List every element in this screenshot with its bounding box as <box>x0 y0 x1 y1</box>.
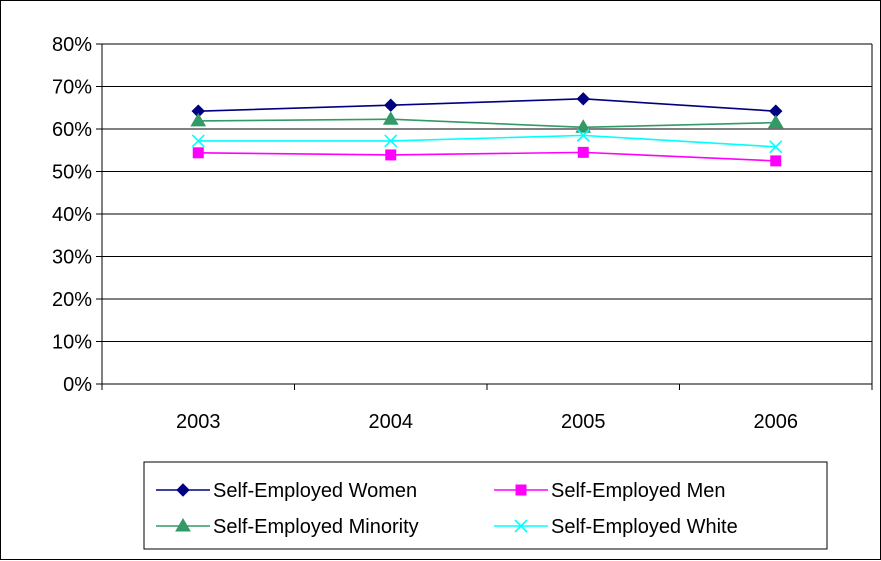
legend-marker-square <box>515 484 527 496</box>
legend-label: Self-Employed Women <box>213 480 417 502</box>
y-tick-label: 50% <box>52 162 92 184</box>
y-tick-label: 0% <box>63 374 92 396</box>
legend-item: Self-Employed Men <box>494 480 726 502</box>
y-tick-label: 30% <box>52 247 92 269</box>
data-point-square <box>385 149 397 161</box>
legend-item: Self-Employed White <box>494 516 738 538</box>
data-point-x <box>384 134 398 148</box>
data-point-square <box>192 147 204 159</box>
y-tick-label: 40% <box>52 204 92 226</box>
gridlines <box>102 43 872 342</box>
legend-label: Self-Employed White <box>551 516 738 538</box>
series-self-employed-men <box>192 146 782 167</box>
series-self-employed-women <box>191 92 783 118</box>
y-tick-label: 20% <box>52 289 92 311</box>
data-point-diamond <box>384 98 398 112</box>
legend-item: Self-Employed Women <box>156 480 417 502</box>
legend-marker-x <box>514 519 528 533</box>
series-line <box>198 134 776 148</box>
data-point-triangle <box>767 114 784 129</box>
y-tick-label: 80% <box>52 34 92 56</box>
legend-marker-diamond <box>176 483 190 497</box>
data-point-square <box>770 155 782 167</box>
x-tick-label: 2005 <box>561 411 606 433</box>
data-point-triangle <box>382 111 399 125</box>
series-layer <box>190 92 784 167</box>
legend-marker-triangle <box>175 518 191 532</box>
y-tick-label: 60% <box>52 119 92 141</box>
data-point-square <box>577 146 589 158</box>
x-tick-label: 2004 <box>369 411 414 433</box>
x-tick-label: 2003 <box>176 411 221 433</box>
series-line <box>198 98 776 112</box>
y-tick-label: 70% <box>52 77 92 99</box>
legend-label: Self-Employed Minority <box>213 516 419 538</box>
series-self-employed-minority <box>190 111 784 133</box>
legend-box <box>143 461 828 550</box>
legend-item: Self-Employed Minority <box>156 516 419 538</box>
x-tick-label: 2006 <box>754 411 799 433</box>
series-self-employed-white <box>191 128 783 154</box>
data-point-triangle <box>575 119 592 133</box>
data-point-x <box>769 140 783 154</box>
data-point-x <box>191 134 205 148</box>
series-line <box>198 118 776 129</box>
legend: Self-Employed Women Self-Employed Men Self… <box>143 461 828 550</box>
y-tick-label: 10% <box>52 332 92 354</box>
data-point-diamond <box>576 92 590 106</box>
legend-label: Self-Employed Men <box>551 480 726 502</box>
series-line <box>198 151 776 162</box>
data-point-x <box>576 128 590 142</box>
data-point-triangle <box>190 112 207 127</box>
axes: 0% 10% 20% 30% 40% 50% 60% 70% 80% 2003 2004 2005 20… <box>52 34 873 433</box>
